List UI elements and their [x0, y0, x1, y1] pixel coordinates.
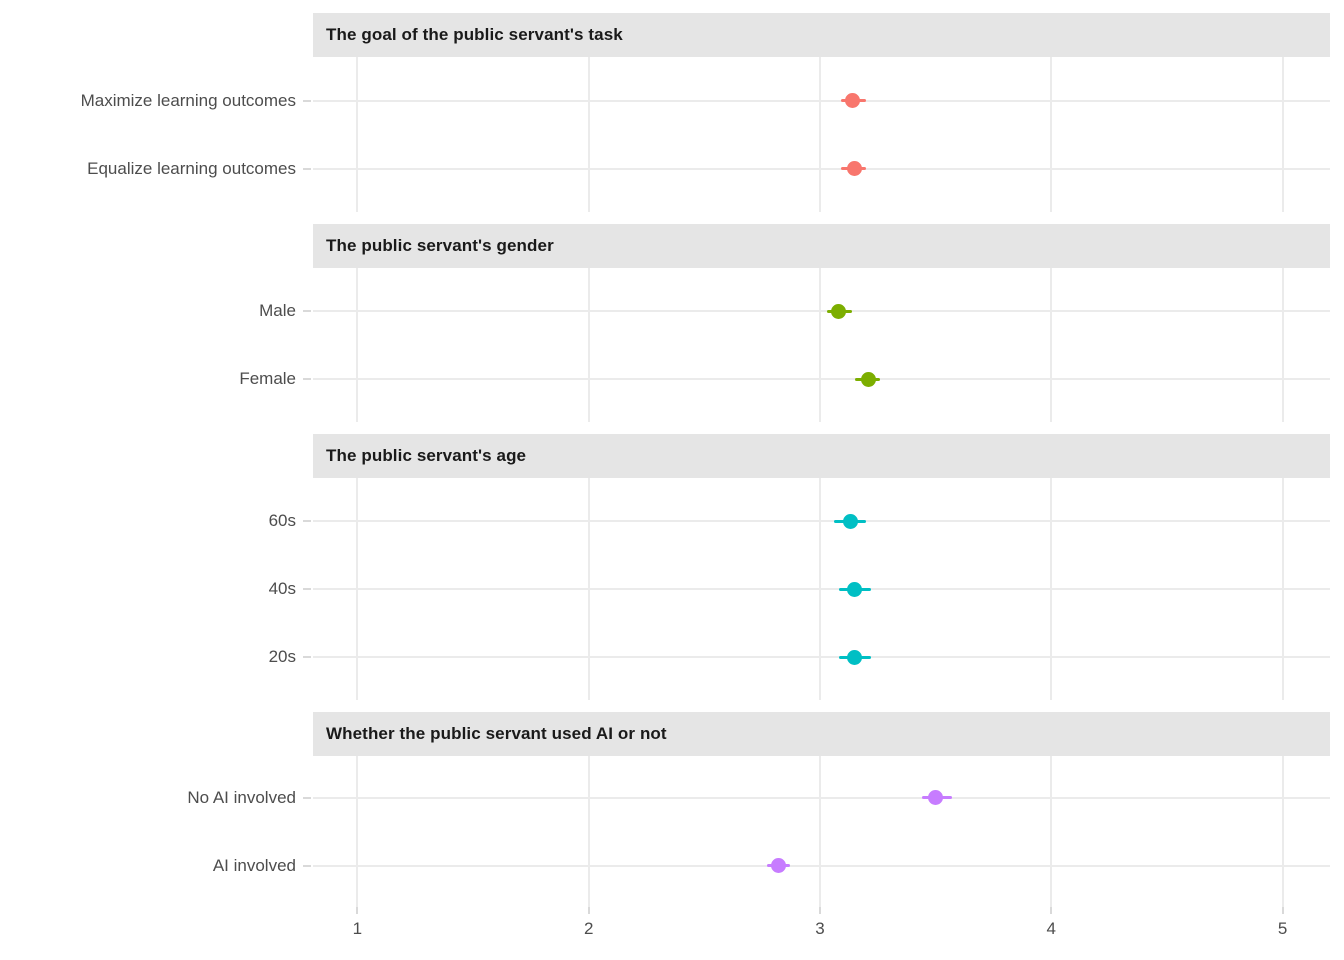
horizontal-gridline	[313, 310, 1330, 312]
y-axis-category-label: Female	[239, 369, 296, 388]
x-axis-tick-label: 5	[1277, 919, 1288, 938]
y-axis-category-label: 60s	[268, 511, 296, 530]
x-axis-tick	[587, 907, 590, 914]
facet-strip-label: Whether the public servant used AI or no…	[326, 724, 667, 743]
y-axis-tick	[303, 167, 311, 170]
x-axis-tick-label: 3	[815, 919, 825, 938]
horizontal-gridline	[313, 796, 1330, 799]
y-axis-tick	[303, 864, 311, 867]
vertical-gridline	[1281, 756, 1284, 907]
point-marker	[861, 371, 877, 387]
x-axis-tick-label: 4	[1046, 919, 1057, 938]
y-axis-category-label: Maximize learning outcomes	[80, 90, 296, 110]
y-axis-category-label: 40s	[268, 579, 296, 598]
vertical-gridline	[356, 756, 359, 907]
point-marker	[831, 303, 846, 319]
vertical-gridline	[1050, 57, 1053, 212]
y-axis-tick	[303, 378, 311, 380]
point-marker	[844, 93, 860, 108]
y-axis-tick	[303, 310, 311, 312]
vertical-gridline	[356, 268, 359, 422]
facet-panel: The public servant's gender Male Female	[0, 224, 1344, 422]
vertical-gridline	[1050, 268, 1053, 422]
horizontal-gridline	[313, 167, 1330, 170]
facet-strip: The public servant's gender	[313, 224, 1330, 268]
x-axis-tick	[1281, 907, 1284, 914]
panel-plot-area	[313, 756, 1330, 907]
panel-plot-area	[313, 268, 1330, 422]
panel-plot-area	[313, 57, 1330, 212]
point-marker	[842, 513, 858, 529]
facet-strip-label: The goal of the public servant's task	[326, 25, 623, 44]
point-marker	[847, 581, 863, 597]
x-axis-tick	[356, 907, 359, 914]
y-axis-category-label: Equalize learning outcomes	[87, 158, 296, 178]
horizontal-gridline	[313, 99, 1330, 102]
point-marker	[770, 858, 786, 873]
panel-plot-area	[313, 478, 1330, 700]
x-axis-tick	[1050, 907, 1053, 914]
horizontal-gridline	[313, 378, 1330, 380]
x-axis: 1 2 3 4 5	[313, 907, 1330, 953]
x-axis-tick-label: 1	[352, 919, 363, 938]
vertical-gridline	[818, 57, 821, 212]
point-marker	[928, 790, 944, 805]
facet-strip-label: The public servant's age	[326, 446, 527, 465]
vertical-gridline	[587, 57, 590, 212]
facet-panel: The goal of the public servant's task Max…	[0, 13, 1344, 212]
vertical-gridline	[1281, 57, 1284, 212]
y-axis-tick	[303, 588, 311, 590]
vertical-gridline	[818, 268, 821, 422]
horizontal-gridline	[313, 864, 1330, 867]
y-axis-tick	[303, 656, 311, 658]
facet-strip: The goal of the public servant's task	[313, 13, 1330, 57]
vertical-gridline	[818, 756, 821, 907]
facet-strip: The public servant's age	[313, 434, 1330, 478]
x-axis-tick-label: 2	[583, 919, 594, 938]
y-axis-category-label: Male	[259, 301, 296, 320]
vertical-gridline	[1281, 268, 1284, 422]
y-axis-tick	[303, 99, 311, 102]
vertical-gridline	[587, 268, 590, 422]
point-marker	[847, 649, 863, 665]
facet-strip: Whether the public servant used AI or no…	[313, 712, 1330, 756]
point-marker	[847, 161, 863, 176]
y-axis-tick	[303, 520, 311, 522]
vertical-gridline	[356, 57, 359, 212]
facet-panel: Whether the public servant used AI or no…	[0, 712, 1344, 907]
y-axis-category-label: AI involved	[212, 855, 296, 875]
y-axis-tick	[303, 796, 311, 799]
horizontal-gridline	[313, 520, 1330, 522]
horizontal-gridline	[313, 656, 1330, 658]
vertical-gridline	[1050, 756, 1053, 907]
x-axis-tick	[818, 907, 821, 914]
plot-stack: The goal of the public servant's task Max…	[0, 13, 1344, 953]
vertical-gridline	[587, 756, 590, 907]
y-axis-category-label: No AI involved	[187, 787, 296, 807]
facet-strip-label: The public servant's gender	[326, 236, 554, 255]
horizontal-gridline	[313, 588, 1330, 590]
facet-panel: The public servant's age 60s 40s 20s	[0, 434, 1344, 700]
y-axis-category-label: 20s	[268, 647, 296, 666]
